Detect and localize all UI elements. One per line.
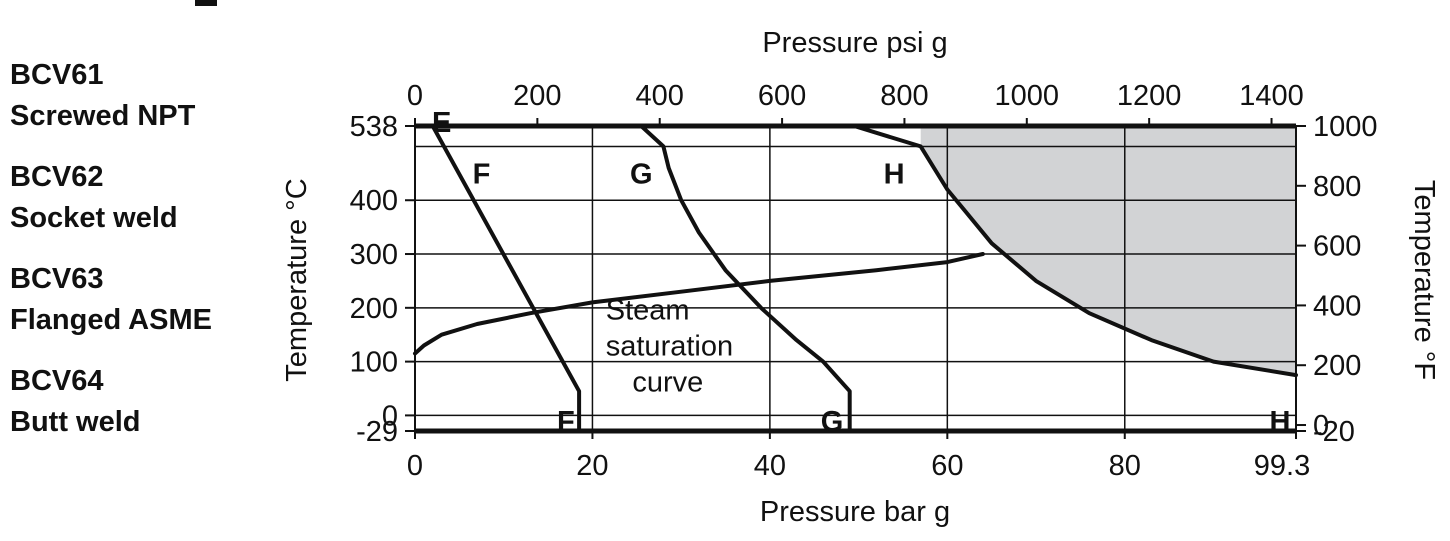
- x-tick-label: 40: [754, 450, 786, 482]
- x2-tick-label: 0: [407, 80, 423, 112]
- y2-tick-label: 0: [1313, 410, 1329, 442]
- y-tick-label: 400: [350, 185, 398, 217]
- x2-tick-label: 400: [636, 80, 684, 112]
- curve-label: F: [557, 406, 575, 438]
- legend-item: BCV64 Butt weld: [10, 361, 212, 443]
- legend-model: BCV63: [10, 263, 104, 295]
- y-tick-label: -29: [356, 416, 398, 448]
- curve-h: [852, 124, 1298, 378]
- legend-item: BCV63 Flanged ASME: [10, 259, 212, 341]
- model-legend: BCV61 Screwed NPT BCV62 Socket weld BCV6…: [10, 55, 212, 463]
- y2-tick-label: -20: [1313, 416, 1355, 448]
- x2-tick-label: 600: [758, 80, 806, 112]
- x-tick-label: 20: [576, 450, 608, 482]
- x2-tick-label: 1400: [1239, 80, 1304, 112]
- x-tick-label: 99.3: [1254, 450, 1310, 482]
- curve-label: F: [473, 158, 491, 190]
- y-tick-label: 0: [382, 400, 398, 432]
- curve-label: G: [821, 406, 844, 438]
- y2-tick-label: 200: [1313, 350, 1361, 382]
- legend-connection: Screwed NPT: [10, 100, 196, 132]
- x2-tick-label: 1200: [1117, 80, 1182, 112]
- top-edge-mark: [195, 0, 217, 6]
- x2-tick-label: 200: [513, 80, 561, 112]
- curve-label: H: [884, 158, 905, 190]
- curve-label: E: [432, 107, 451, 139]
- legend-connection: Butt weld: [10, 406, 141, 438]
- y2-tick-label: 800: [1313, 171, 1361, 203]
- y2-tick-label: 1000: [1313, 111, 1378, 143]
- x-tick-label: 0: [407, 450, 423, 482]
- x2-axis-title: Pressure psi g: [762, 27, 947, 59]
- x2-tick-label: 800: [880, 80, 928, 112]
- legend-model: BCV62: [10, 161, 104, 193]
- legend-item: BCV62 Socket weld: [10, 157, 212, 239]
- y2-axis-title: Temperature °F: [1408, 180, 1440, 380]
- annotation-text: saturation: [606, 330, 733, 362]
- shaded-region: [920, 126, 1296, 376]
- curve-label: H: [1270, 406, 1291, 438]
- annotation-text: Steam: [606, 294, 690, 326]
- curve-steam-saturation-curve: [413, 252, 985, 356]
- legend-model: BCV61: [10, 59, 104, 91]
- y-tick-label: 100: [350, 347, 398, 379]
- legend-item: BCV61 Screwed NPT: [10, 55, 212, 137]
- x-axis-title: Pressure bar g: [760, 496, 950, 528]
- y-tick-label: 300: [350, 239, 398, 271]
- legend-connection: Flanged ASME: [10, 304, 212, 336]
- x-tick-label: 80: [1109, 450, 1141, 482]
- y2-tick-label: 400: [1313, 290, 1361, 322]
- x2-tick-label: 1000: [995, 80, 1060, 112]
- legend-connection: Socket weld: [10, 202, 178, 234]
- curve-g: [639, 124, 852, 433]
- y-tick-label: 200: [350, 293, 398, 325]
- y2-tick-label: 600: [1313, 231, 1361, 263]
- curve-label: G: [630, 158, 653, 190]
- y-axis-title: Temperature °C: [281, 178, 313, 381]
- y-tick-label: 538: [350, 111, 398, 143]
- legend-model: BCV64: [10, 365, 104, 397]
- annotation-text: curve: [632, 367, 703, 399]
- x-tick-label: 60: [931, 450, 963, 482]
- curve-f: [430, 124, 582, 433]
